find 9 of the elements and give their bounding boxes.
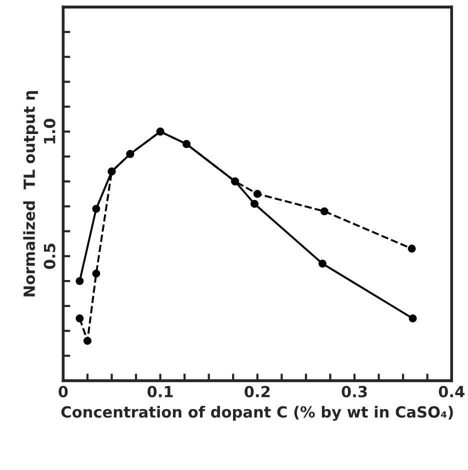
x-tick-label: 0.4 — [438, 386, 464, 398]
x-tick-label: 0.3 — [342, 386, 367, 398]
y-tick-label: 0.5 — [44, 244, 56, 269]
x-tick-label: 0.2 — [244, 386, 270, 398]
x-tick-label: 0 — [58, 386, 68, 398]
y-tick-label: 1.0 — [44, 118, 56, 144]
x-axis-title: Concentration of dopant C (% by wt in CaSO₄) — [61, 406, 453, 421]
x-tick-label: 0.1 — [147, 386, 173, 398]
y-axis-title: Normalized TL output η — [23, 91, 38, 296]
